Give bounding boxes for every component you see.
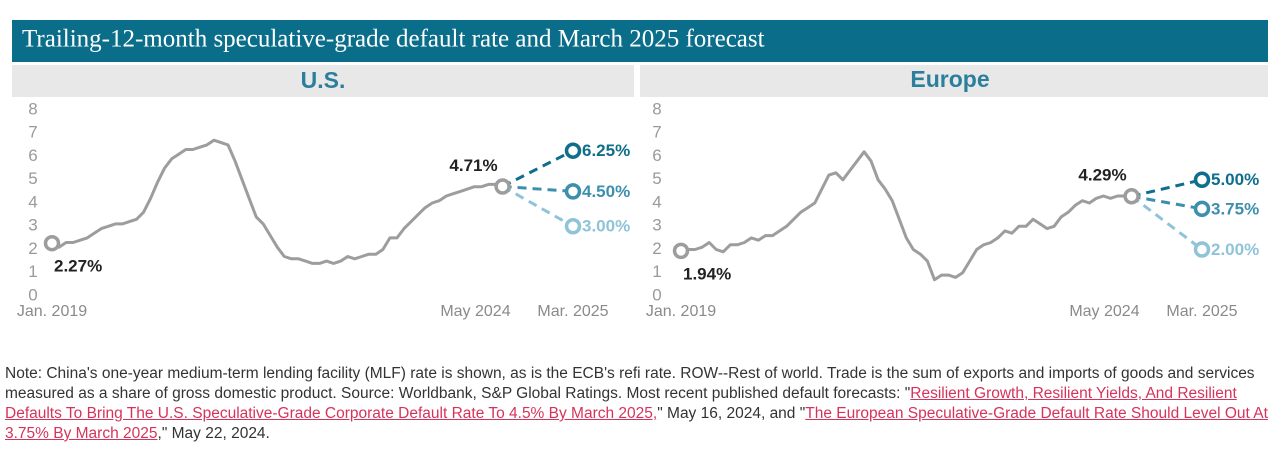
marker	[564, 218, 582, 235]
marker	[672, 242, 690, 260]
panel-header	[640, 65, 1268, 97]
forecast-line	[501, 185, 574, 228]
marker	[494, 178, 511, 195]
y-tick-label: 7	[652, 123, 661, 142]
y-tick-label: 5	[28, 169, 37, 188]
x-tick-label: Mar. 2025	[537, 303, 608, 320]
value-label: 3.75%	[1211, 199, 1259, 218]
y-tick-label: 6	[652, 146, 661, 165]
y-tick-label: 4	[28, 192, 37, 211]
y-tick-label: 3	[652, 216, 661, 235]
title-bar	[12, 20, 1268, 62]
y-tick-label: 2	[652, 239, 661, 258]
x-tick-label: Jan. 2019	[646, 303, 716, 320]
link[interactable]: Resilient Growth, Resilient Yields, And …	[5, 385, 1237, 422]
forecast-line	[1131, 194, 1203, 211]
y-tick-label: 6	[28, 146, 37, 165]
value-label: 2.27%	[54, 257, 102, 276]
value-label: 6.25%	[582, 141, 630, 160]
note: Note: China's one-year medium-term lendi…	[5, 364, 1270, 444]
y-tick-label: 2	[28, 239, 37, 258]
value-label: 3.00%	[582, 217, 630, 236]
y-tick-label: 5	[652, 169, 661, 188]
y-tick-label: 4	[652, 192, 661, 211]
link[interactable]: The European Speculative-Grade Default R…	[5, 405, 1268, 442]
note-text: ," May 22, 2024.	[157, 425, 270, 442]
value-label: 2.00%	[1211, 240, 1259, 259]
panel-title: Europe	[910, 66, 989, 92]
y-tick-label: 7	[28, 123, 37, 142]
x-tick-label: Jan. 2019	[17, 303, 87, 320]
marker	[1193, 171, 1211, 188]
y-tick-label: 1	[28, 262, 37, 281]
series-line	[680, 150, 1132, 282]
forecast-line	[1131, 178, 1203, 198]
chart: Trailing-12-month speculative-grade defa…	[12, 20, 1268, 320]
marker	[1193, 241, 1211, 258]
y-tick-label: 0	[28, 285, 37, 304]
forecast-line	[502, 184, 574, 193]
forecast-line	[1130, 195, 1203, 251]
x-tick-label: May 2024	[1069, 303, 1139, 320]
marker	[564, 183, 582, 200]
note-text: " May 16, 2024, and "	[657, 405, 806, 422]
value-label: 5.00%	[1211, 170, 1259, 189]
marker	[1123, 188, 1140, 205]
x-tick-label: May 2024	[440, 303, 510, 320]
note-text: Note: China's one-year medium-term lendi…	[5, 365, 1255, 402]
value-label: 4.71%	[449, 156, 497, 175]
y-tick-label: 3	[28, 216, 37, 235]
series-line	[51, 138, 504, 265]
y-tick-label: 1	[652, 262, 661, 281]
value-label: 4.50%	[582, 182, 630, 201]
value-label: 1.94%	[683, 264, 731, 283]
panel-title: U.S.	[301, 67, 346, 93]
marker	[43, 234, 61, 252]
forecast-line	[501, 149, 574, 188]
x-tick-label: Mar. 2025	[1166, 303, 1237, 320]
y-tick-label: 8	[652, 99, 661, 118]
value-label: 4.29%	[1078, 166, 1126, 185]
marker	[1193, 200, 1211, 218]
y-tick-label: 0	[652, 285, 661, 304]
page-title: Trailing-12-month speculative-grade defa…	[22, 26, 765, 53]
marker	[564, 142, 582, 159]
panel-header	[12, 65, 634, 97]
y-tick-label: 8	[28, 99, 37, 118]
